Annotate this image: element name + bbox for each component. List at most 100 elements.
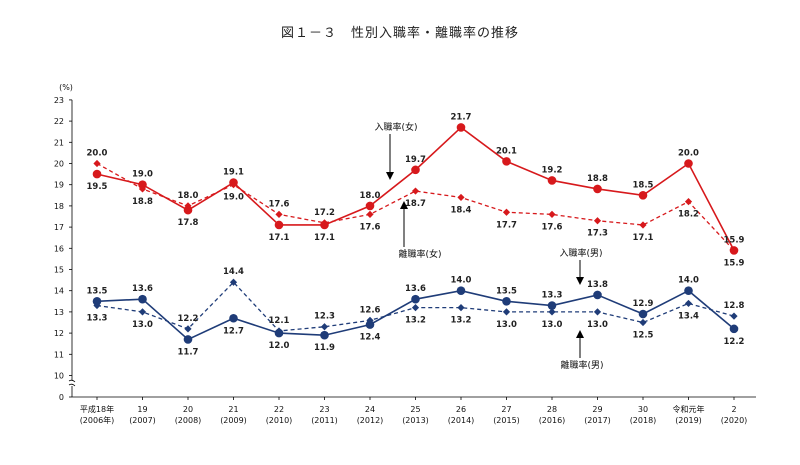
data-label: 17.2 <box>314 208 335 218</box>
data-point-diamond <box>93 159 101 168</box>
data-point-circle <box>547 301 557 310</box>
x-tick-label: 29 <box>592 405 602 414</box>
data-label: 20.0 <box>87 149 108 159</box>
y-tick-label: 13 <box>54 308 64 317</box>
data-point-circle <box>638 309 648 319</box>
data-label: 12.8 <box>724 301 745 311</box>
data-label: 12.2 <box>724 337 745 347</box>
data-label: 19.1 <box>223 168 244 178</box>
y-axis-unit: (%) <box>59 83 73 92</box>
data-point-circle <box>138 180 147 189</box>
y-tick-label: 19 <box>54 181 64 190</box>
data-point-diamond <box>320 323 329 331</box>
data-label: 12.2 <box>178 314 199 324</box>
annotation-female-hire: 入職率(女) <box>374 121 417 133</box>
x-tick-sublabel: (2010) <box>266 416 293 425</box>
y-tick-label: 12 <box>54 329 64 338</box>
data-point-circle <box>547 176 557 185</box>
x-tick-sublabel: (2011) <box>311 416 338 425</box>
data-point-circle <box>92 169 102 179</box>
data-label: 17.1 <box>314 233 335 243</box>
data-point-circle <box>229 313 238 323</box>
data-label: 13.2 <box>451 316 472 326</box>
data-label: 12.7 <box>223 326 244 336</box>
x-tick-label: 令和元年 <box>673 404 705 414</box>
x-tick-sublabel: (2018) <box>630 416 657 425</box>
data-point-diamond <box>502 208 511 216</box>
data-label: 20.1 <box>496 146 517 156</box>
data-label: 19.7 <box>405 155 426 165</box>
data-label: 13.0 <box>587 320 608 330</box>
y-tick-label: 16 <box>54 244 64 253</box>
data-label: 21.7 <box>451 112 472 122</box>
data-point-diamond <box>639 221 647 229</box>
data-label: 13.5 <box>496 286 517 296</box>
data-label: 13.6 <box>405 284 426 294</box>
data-point-diamond <box>730 246 738 255</box>
x-tick-label: 28 <box>547 405 557 414</box>
data-label: 15.9 <box>724 235 745 245</box>
data-label: 13.8 <box>587 280 608 290</box>
data-point-circle <box>502 157 511 166</box>
data-point-diamond <box>229 278 238 286</box>
data-point-circle <box>365 320 375 329</box>
x-tick-sublabel: (2016) <box>539 416 566 425</box>
data-point-diamond <box>639 318 647 327</box>
x-tick-sublabel: (2007) <box>129 416 156 425</box>
data-point-circle <box>456 286 466 296</box>
data-label: 18.8 <box>587 174 608 184</box>
annotation-male-hire: 入職率(男) <box>559 247 602 259</box>
data-label: 19.5 <box>87 182 108 192</box>
data-point-diamond <box>457 193 465 202</box>
x-tick-sublabel: (2017) <box>584 416 611 425</box>
data-point-diamond <box>411 187 420 195</box>
data-point-circle <box>92 297 102 306</box>
y-tick-label: 0 <box>59 393 64 402</box>
data-point-circle <box>138 294 147 304</box>
data-point-circle <box>411 165 420 175</box>
x-tick-sublabel: (2006年) <box>80 415 115 425</box>
x-tick-label: 24 <box>365 405 375 414</box>
x-tick-label: 20 <box>183 405 193 414</box>
x-tick-sublabel: (2015) <box>493 416 520 425</box>
data-label: 13.3 <box>542 291 563 301</box>
data-label: 18.2 <box>678 210 699 220</box>
data-label: 17.6 <box>542 222 563 232</box>
data-label: 13.3 <box>87 314 108 324</box>
data-point-diamond <box>184 325 192 333</box>
y-tick-label: 15 <box>54 266 64 275</box>
data-label: 18.0 <box>360 191 381 201</box>
x-tick-sublabel: (2020) <box>721 416 748 425</box>
data-label: 12.5 <box>633 331 654 341</box>
data-point-diamond <box>366 316 374 324</box>
x-tick-sublabel: (2009) <box>220 416 247 425</box>
data-label: 17.6 <box>269 199 290 209</box>
data-point-circle <box>183 205 193 215</box>
data-label: 11.7 <box>178 347 199 357</box>
data-point-diamond <box>138 308 147 316</box>
x-tick-label: 平成18年 <box>80 404 114 414</box>
data-point-diamond <box>93 301 101 310</box>
data-label: 17.1 <box>269 233 290 243</box>
data-point-diamond <box>730 312 738 320</box>
data-label: 20.0 <box>678 149 699 159</box>
data-label: 13.6 <box>132 284 153 294</box>
data-label: 17.3 <box>587 229 608 239</box>
x-tick-sublabel: (2008) <box>175 416 202 425</box>
data-label: 17.8 <box>178 218 199 228</box>
data-label: 19.2 <box>542 165 563 175</box>
x-tick-label: 27 <box>501 405 511 414</box>
data-label: 17.6 <box>360 222 381 232</box>
data-point-circle <box>593 290 602 300</box>
data-point-diamond <box>548 210 556 218</box>
x-tick-label: 26 <box>456 405 466 414</box>
data-label: 17.7 <box>496 220 517 230</box>
data-point-diamond <box>502 308 511 316</box>
data-label: 12.6 <box>360 305 381 315</box>
data-label: 18.4 <box>451 205 472 215</box>
y-tick-label: 14 <box>54 287 64 296</box>
y-tick-label: 17 <box>54 223 64 232</box>
y-tick-label: 10 <box>54 372 64 381</box>
data-point-diamond <box>366 210 374 218</box>
y-tick-label: 11 <box>54 350 64 359</box>
